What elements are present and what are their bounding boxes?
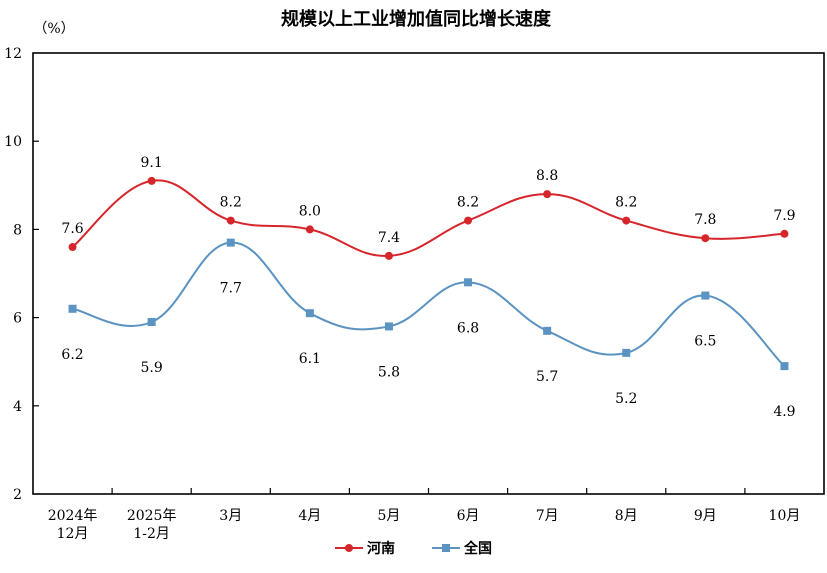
y-axis: 2 4 6 8 10 12 (4, 46, 39, 503)
series-layer: 7.69.18.28.07.48.28.88.27.8 7.96.25.97.76… (61, 155, 795, 420)
data-label: 6.5 (694, 334, 716, 350)
data-label: 6.8 (457, 320, 479, 336)
data-point-marker (226, 238, 235, 247)
data-point-marker (305, 225, 314, 234)
data-label: 9.1 (141, 155, 163, 171)
data-point-marker (226, 216, 235, 225)
y-tick-label: 8 (13, 222, 22, 238)
data-label: 7.4 (378, 230, 400, 246)
y-tick-label: 10 (4, 134, 22, 150)
data-label: 7.6 (61, 221, 83, 237)
data-point-marker (147, 176, 156, 185)
data-label: 7.8 (694, 212, 716, 228)
x-tick-label: 12月 (57, 526, 89, 542)
data-point-marker (622, 216, 631, 225)
data-point-marker (384, 322, 393, 331)
data-label: 7.9 (773, 208, 795, 224)
x-tick-label: 2025年 (127, 508, 177, 524)
data-point-marker (622, 348, 631, 357)
data-label: 8.0 (299, 203, 321, 219)
x-tick-label: 7月 (536, 508, 559, 524)
data-point-marker (384, 251, 393, 260)
y-tick-label: 4 (13, 399, 22, 415)
legend: 河南 全国 (335, 540, 492, 557)
x-tick-label: 10月 (769, 508, 801, 524)
data-label: 8.2 (615, 195, 637, 211)
data-point-marker (305, 309, 314, 318)
data-point-marker (464, 216, 473, 225)
data-point-marker (780, 229, 789, 238)
data-point-marker (543, 190, 552, 199)
data-label: 8.8 (536, 168, 558, 184)
y-tick-label: 6 (13, 311, 22, 327)
data-point-marker (543, 326, 552, 335)
y-tick-label: 12 (4, 46, 22, 62)
legend-label: 全国 (463, 540, 492, 557)
data-label: 5.7 (536, 369, 558, 385)
data-point-marker (68, 304, 77, 313)
data-label: 6.1 (299, 351, 321, 367)
data-point-marker (701, 234, 710, 243)
data-point-marker (464, 278, 473, 287)
series-national: 6.2 5.9 7.7 6.1 5.8 6.8 5.7 5.2 6.5 4.9 (61, 238, 796, 420)
y-axis-unit-label: （%） (33, 21, 74, 37)
series-line (71, 179, 785, 257)
legend-marker (345, 544, 353, 552)
data-label: 5.8 (378, 364, 400, 380)
series-line (72, 241, 786, 367)
x-tick-label: 8月 (615, 508, 638, 524)
series-henan: 7.6 9.1 8.2 8.0 7.4 8.2 8.8 8.2 7.8 7.9 (61, 155, 796, 260)
chart-title: 规模以上工业增加值同比增长速度 (281, 8, 552, 30)
data-label: 5.9 (141, 360, 163, 376)
legend-marker (442, 544, 450, 552)
x-tick-label: 9月 (694, 508, 717, 524)
data-point-marker (68, 243, 77, 252)
x-tick-label: 6月 (457, 508, 480, 524)
x-tick-label: 4月 (298, 508, 321, 524)
data-point-marker (147, 318, 156, 327)
x-axis: 2024年 12月 2025年 1-2月 3月 4月 5月 6月 7月 8月 9月 10月 (48, 488, 801, 542)
data-label: 5.2 (615, 391, 637, 407)
legend-label: 河南 (367, 540, 395, 557)
data-label: 8.2 (220, 195, 242, 211)
data-label: 7.7 (220, 281, 242, 297)
data-label: 8.2 (457, 195, 479, 211)
x-tick-label: 3月 (219, 508, 242, 524)
plot-frame (32, 52, 825, 495)
y-tick-label: 2 (13, 487, 22, 503)
data-label: 4.9 (773, 404, 795, 420)
x-tick-label: 1-2月 (133, 526, 170, 542)
data-point-marker (701, 291, 710, 300)
data-point-marker (780, 362, 789, 371)
x-tick-label: 2024年 (48, 508, 98, 524)
x-tick-label: 5月 (377, 508, 400, 524)
data-label: 6.2 (61, 347, 83, 363)
